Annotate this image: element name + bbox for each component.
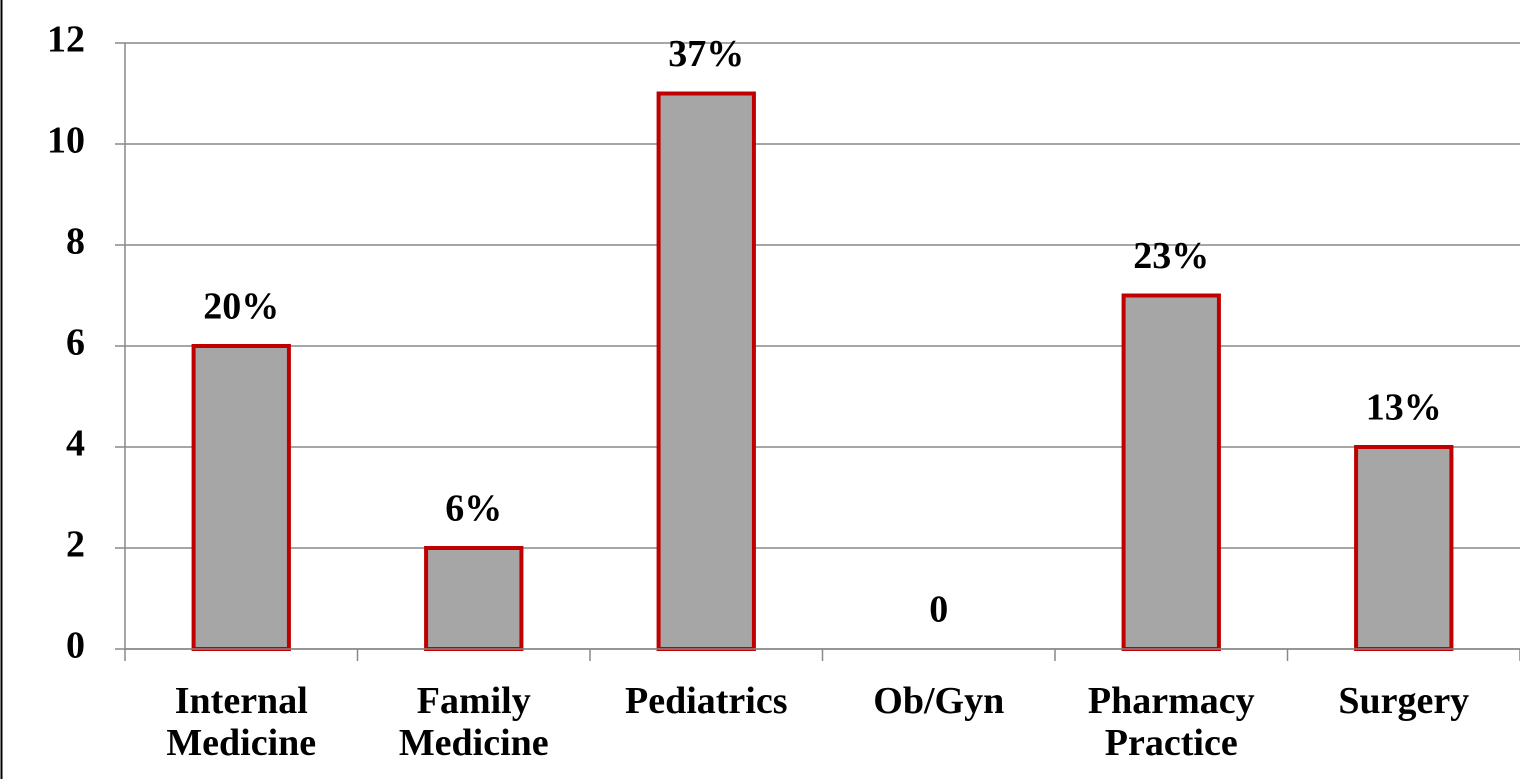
x-tick-label: Ob/Gyn: [873, 680, 1005, 722]
y-tick-label: 2: [66, 524, 85, 566]
bar-annotation: 13%: [1366, 387, 1442, 429]
y-tick-label: 0: [66, 625, 85, 667]
x-tick-label: Pediatrics: [624, 680, 788, 722]
bar: [191, 344, 291, 651]
x-tick-label: Pharmacy Practice: [1087, 680, 1255, 764]
bar: [656, 91, 756, 651]
x-tick-label: Family Medicine: [398, 680, 549, 764]
y-tick-label: 8: [66, 221, 85, 263]
x-tick-label: Internal Medicine: [166, 680, 317, 764]
bar-annotation: 0: [929, 589, 948, 631]
y-tick-label: 6: [66, 322, 85, 364]
y-tick-label: 12: [47, 19, 85, 61]
bar-annotation: 37%: [668, 33, 744, 75]
x-tick-label: Surgery: [1338, 680, 1470, 722]
bar-annotation: 23%: [1133, 235, 1209, 277]
bar: [1354, 445, 1454, 651]
bar-annotation: 20%: [203, 286, 279, 328]
bar: [1121, 293, 1221, 651]
y-tick-label: 10: [47, 120, 85, 162]
y-tick-label: 4: [66, 423, 85, 465]
bar-annotation: 6%: [445, 488, 502, 530]
bar: [424, 546, 524, 651]
